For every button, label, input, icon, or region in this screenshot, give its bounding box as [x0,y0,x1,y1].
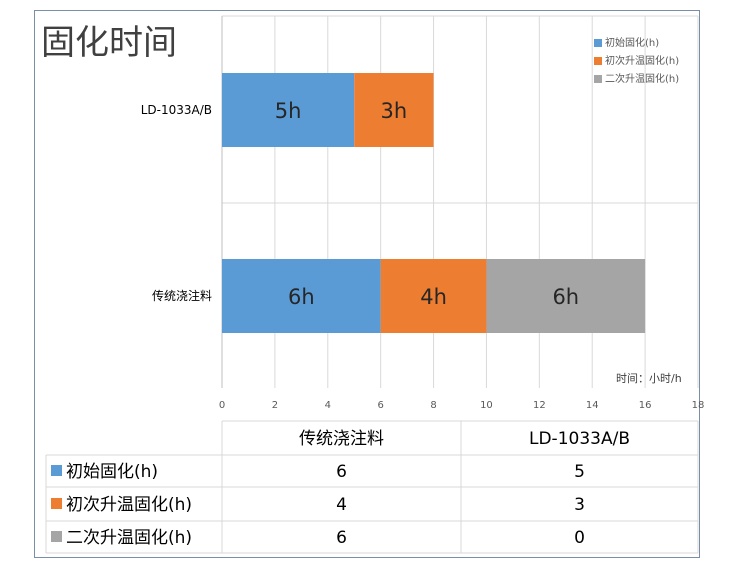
legend-swatch-2 [594,57,602,65]
table-legend-key-3 [51,531,62,542]
bar-label-1-series-3: 6h [552,285,579,309]
x-tick-label-14: 14 [586,400,599,411]
x-tick-label-0: 0 [219,400,225,411]
legend-label-2: 初次升温固化(h) [605,54,679,67]
table-cell-2-1: 4 [336,495,347,515]
table-row-label-1: 初始固化(h) [66,462,158,482]
legend-label-3: 二次升温固化(h) [605,72,679,85]
bar-label-1-series-2: 4h [420,285,447,309]
table-cell-1-1: 6 [336,462,347,482]
legend-swatch-3 [594,75,602,83]
table-cell-1-2: 5 [574,462,585,482]
x-tick-label-18: 18 [692,400,705,411]
x-tick-label-8: 8 [430,400,436,411]
x-axis-title: 时间：小时/h [616,372,682,385]
x-tick-label-12: 12 [533,400,546,411]
table-legend-key-2 [51,498,62,509]
table-cell-2-2: 3 [574,495,585,515]
table-row-label-2: 初次升温固化(h) [66,495,192,515]
category-label-2: LD-1033A/B [141,103,212,117]
bar-label-2-series-1: 5h [275,99,302,123]
bar-2-series-2 [354,73,434,147]
category-label-1: 传统浇注料 [152,288,212,303]
table-header-1: 传统浇注料 [299,429,384,449]
x-tick-label-4: 4 [325,400,331,411]
bar-1-series-2 [380,259,487,333]
table-header-2: LD-1033A/B [529,429,630,449]
bar-label-2-series-2: 3h [381,99,408,123]
x-tick-label-10: 10 [480,400,493,411]
x-tick-label-2: 2 [272,400,278,411]
bar-2-series-1 [222,73,355,147]
x-tick-label-6: 6 [377,400,383,411]
legend-swatch-1 [594,39,602,47]
table-row-label-3: 二次升温固化(h) [66,528,192,548]
bar-label-1-series-1: 6h [288,285,315,309]
bar-1-series-1 [222,259,381,333]
table-cell-3-2: 0 [574,528,585,548]
chart-title: 固化时间 [41,23,177,63]
legend-label-1: 初始固化(h) [605,36,659,49]
table-cell-3-1: 6 [336,528,347,548]
x-tick-label-16: 16 [639,400,652,411]
bar-1-series-3 [486,259,646,333]
table-legend-key-1 [51,465,62,476]
